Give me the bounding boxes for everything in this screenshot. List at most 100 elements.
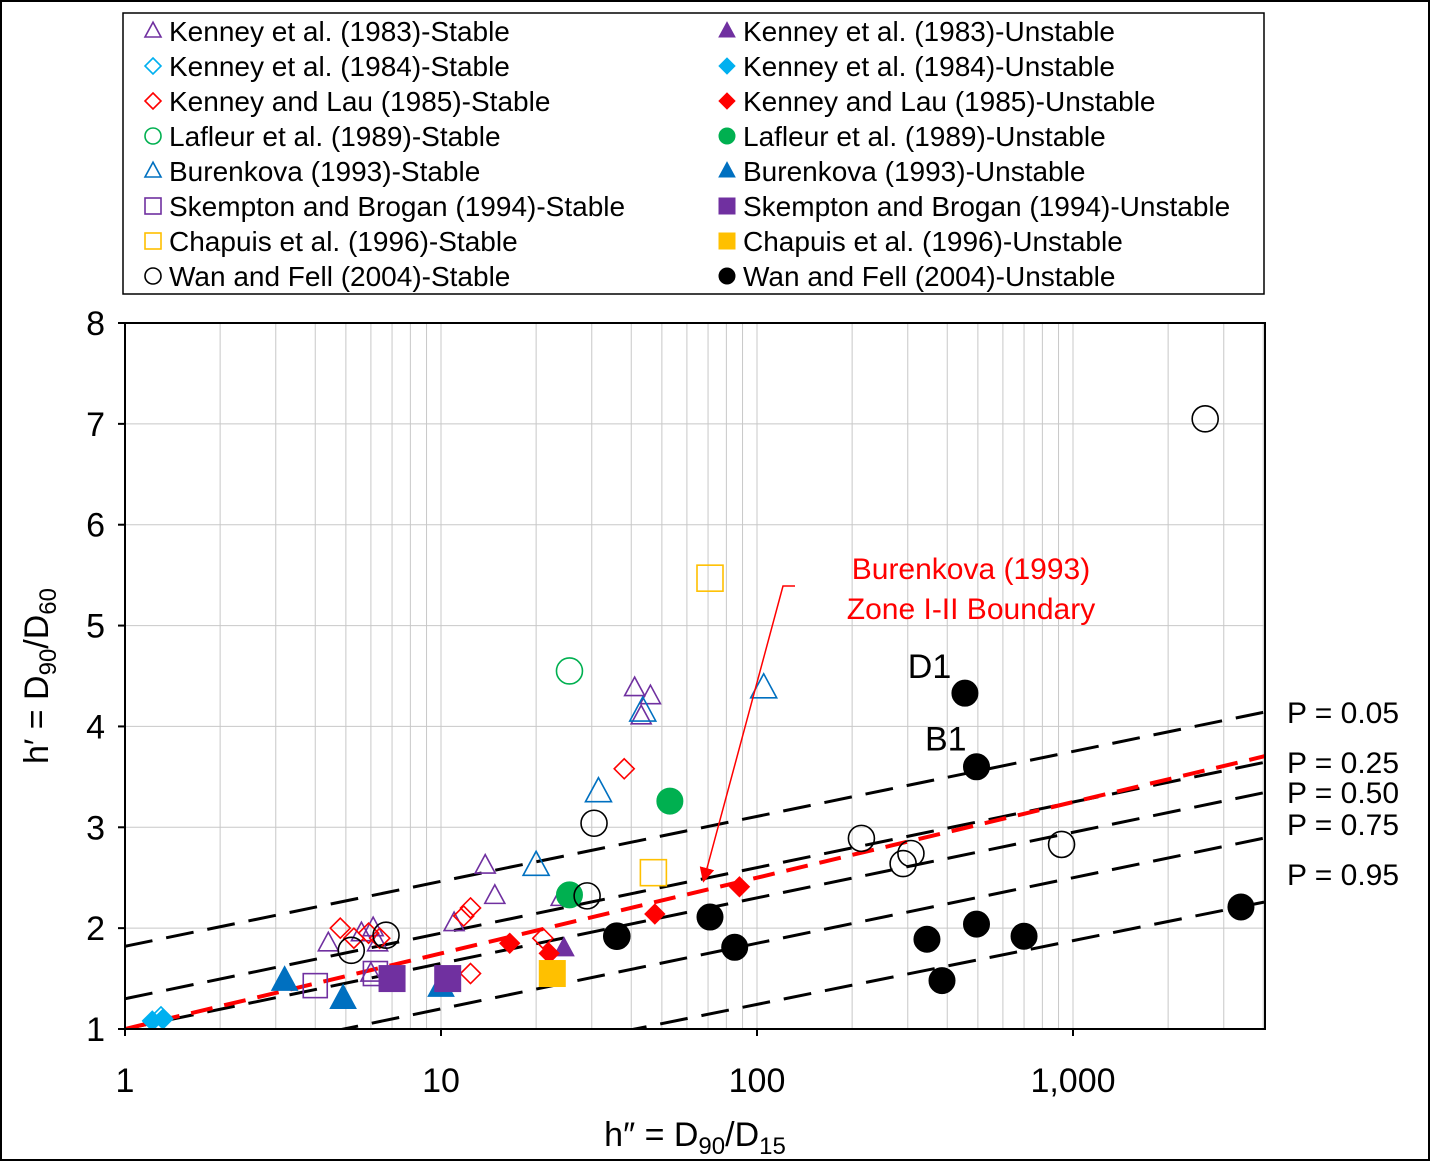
data-point: [928, 967, 956, 995]
data-point: [459, 896, 482, 920]
x-tick-label: 10: [422, 1062, 460, 1100]
data-point: [531, 927, 554, 950]
point-annotation: B1: [925, 721, 967, 759]
probability-label: P = 0.25: [1287, 747, 1399, 780]
legend-marker: [144, 127, 162, 145]
data-point: [329, 983, 357, 1009]
probability-line: [627, 900, 1265, 1029]
data-point: [452, 904, 475, 928]
data-point: [951, 679, 979, 707]
probability-label: P = 0.05: [1287, 697, 1399, 730]
y-axis-label: h′ = D90/D60: [18, 588, 62, 764]
data-point: [629, 703, 653, 725]
probability-line: [125, 710, 1265, 948]
legend-label: Kenney et al. (1984)-Unstable: [743, 51, 1115, 82]
data-point: [656, 787, 684, 815]
data-point: [628, 695, 658, 722]
data-point: [584, 776, 613, 803]
data-point: [847, 824, 876, 853]
y-tick-label: 1: [86, 1011, 105, 1049]
legend-label: Kenney and Lau (1985)-Unstable: [743, 86, 1156, 117]
point-annotation: D1: [908, 648, 951, 686]
legend-label: Skempton and Brogan (1994)-Stable: [169, 191, 625, 222]
legend-marker: [143, 91, 163, 111]
legend-marker: [718, 21, 736, 38]
data-point: [357, 922, 380, 945]
legend-label: Kenney et al. (1983)-Unstable: [743, 16, 1115, 47]
legend-label: Burenkova (1993)-Unstable: [743, 156, 1085, 187]
data-point: [580, 809, 608, 838]
legend-label: Kenney et al. (1983)-Stable: [169, 16, 510, 47]
data-point: [521, 849, 551, 877]
data-point: [603, 922, 631, 950]
data-point: [538, 960, 566, 988]
data-point: [1191, 405, 1219, 433]
data-point: [483, 883, 507, 905]
legend-label: Burenkova (1993)-Stable: [169, 156, 480, 187]
axis-ticks: 1 10 100 1,000 1 2 3 4 5 6 7 8: [86, 305, 1115, 1100]
data-point: [1010, 922, 1038, 950]
data-point: [913, 925, 941, 953]
data-point: [897, 839, 925, 868]
zone-boundary-line: [125, 754, 1265, 1029]
legend-marker: [718, 267, 736, 285]
data-point: [613, 757, 636, 780]
data-point: [1047, 830, 1076, 859]
legend-marker: [718, 232, 736, 250]
legend-marker: [718, 127, 736, 145]
legend-marker: [718, 161, 736, 178]
legend-label: Chapuis et al. (1996)-Stable: [169, 226, 518, 257]
x-tick-label: 1,000: [1030, 1062, 1115, 1100]
data-point: [623, 675, 646, 697]
legend-marker: [144, 232, 162, 250]
data-point: [359, 960, 383, 982]
legend-marker: [143, 160, 163, 178]
boundary-label: Burenkova (1993): [852, 553, 1090, 586]
data-point: [696, 903, 724, 931]
legend: Kenney et al. (1983)-Stable Kenney et al.…: [122, 12, 1265, 295]
y-tick-label: 6: [86, 507, 105, 545]
legend-label: Wan and Fell (2004)-Stable: [169, 261, 510, 292]
data-point: [473, 852, 497, 874]
data-point: [889, 849, 917, 878]
legend-label: Kenney et al. (1984)-Stable: [169, 51, 510, 82]
data-point: [302, 972, 329, 999]
legend-label: Lafleur et al. (1989)-Unstable: [743, 121, 1106, 152]
data-point: [639, 683, 662, 705]
data-points: [141, 405, 1255, 1029]
data-point: [644, 903, 666, 925]
plot-area-border: [124, 322, 1266, 1030]
data-point: [434, 965, 462, 993]
y-tick-label: 3: [86, 809, 105, 847]
data-point: [337, 936, 366, 965]
boundary-arrow: [699, 585, 795, 883]
probability-lines: [125, 710, 1265, 1029]
data-point: [962, 753, 990, 781]
x-tick-label: 100: [729, 1062, 786, 1100]
legend-marker: [143, 56, 163, 76]
legend-marker: [718, 57, 736, 75]
legend-label: Skempton and Brogan (1994)-Unstable: [743, 191, 1230, 222]
legend-marker: [718, 197, 736, 215]
data-point: [1227, 893, 1255, 921]
x-axis-label: h″ = D90/D15: [604, 1116, 786, 1160]
legend-label: Wan and Fell (2004)-Unstable: [743, 261, 1115, 292]
probability-line: [125, 791, 1265, 1029]
data-point: [316, 930, 340, 952]
data-point: [639, 858, 668, 887]
data-point: [749, 672, 779, 699]
data-point: [555, 657, 584, 685]
data-point: [459, 962, 482, 985]
data-point: [721, 933, 749, 961]
data-point: [728, 876, 751, 898]
data-point: [499, 932, 521, 954]
data-point: [573, 882, 601, 910]
grid: [125, 323, 1265, 1029]
data-point: [270, 965, 299, 991]
probability-line: [125, 760, 1265, 1001]
y-tick-label: 2: [86, 910, 105, 948]
legend-marker: [143, 20, 163, 38]
y-tick-label: 5: [86, 608, 105, 646]
